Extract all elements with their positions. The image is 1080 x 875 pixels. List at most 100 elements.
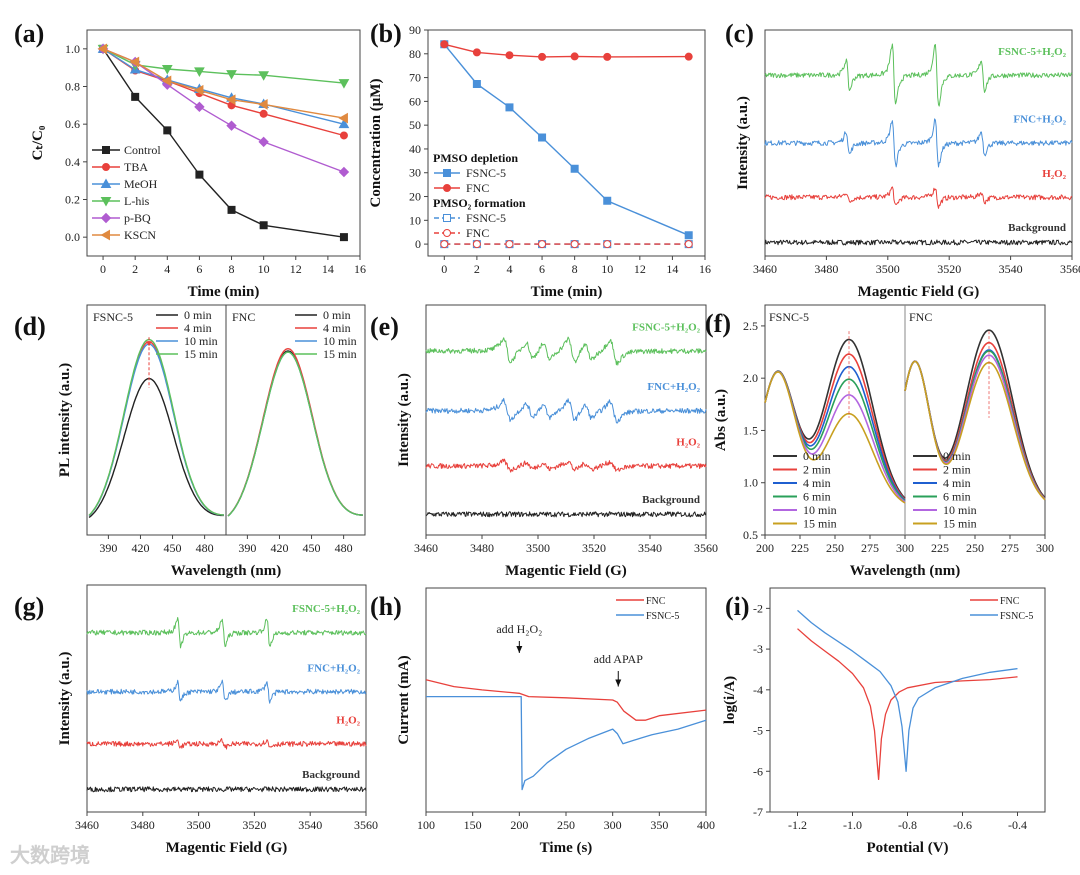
series-fnc-line xyxy=(797,628,1018,781)
series-fnc-formation-marker xyxy=(472,240,481,249)
x-axis-label: Wavelength (nm) xyxy=(850,563,960,579)
y-tick-label: -6 xyxy=(753,764,763,778)
legend-text: 10 min xyxy=(803,503,837,517)
series-kscn-marker xyxy=(258,99,268,110)
epr-trace-fnc-h-o xyxy=(86,679,367,704)
x-axis-label: Time (s) xyxy=(540,840,593,856)
panel-label: (c) xyxy=(725,19,754,48)
legend-tba-marker xyxy=(102,163,110,171)
x-tick-label: 8 xyxy=(572,262,578,276)
x-tick-label: 3520 xyxy=(937,262,961,276)
legend-fnc-text: FNC xyxy=(466,181,489,195)
legend-text: 10 min xyxy=(184,334,218,348)
x-tick-label: 14 xyxy=(322,262,334,276)
y-tick-label: 0 xyxy=(415,237,421,251)
y-axis-label: Abs (a.u.) xyxy=(713,389,729,451)
legend-text: 4 min xyxy=(323,321,351,335)
legend-kscn-marker xyxy=(100,229,110,241)
series-l-his-marker xyxy=(161,64,173,75)
legend-text: 6 min xyxy=(803,490,831,504)
panel-e xyxy=(425,304,707,539)
panel-label: (g) xyxy=(14,592,44,621)
x-tick-label: 8 xyxy=(229,262,235,276)
series-fsnc-5-marker xyxy=(538,133,547,142)
x-tick-label: 3460 xyxy=(753,262,777,276)
y-axis-label: Intensity (a.u.) xyxy=(735,96,751,190)
series-p-bq-marker xyxy=(226,120,237,131)
epr-trace-background xyxy=(764,239,1073,246)
x-tick-label: 3560 xyxy=(1060,262,1080,276)
epr-trace-h-o xyxy=(764,186,1073,209)
annotation-text: add H₂O₂ xyxy=(496,622,542,636)
x-tick-label: 3480 xyxy=(131,818,155,832)
x-axis-label: Wavelength (nm) xyxy=(171,563,281,579)
x-tick-label: 300 xyxy=(896,541,914,555)
y-tick-label: 1.5 xyxy=(743,423,758,437)
legend-text: FNC xyxy=(1000,596,1020,607)
y-axis-label: log(i/A) xyxy=(722,676,738,724)
legend-group-title: PMSO depletion xyxy=(433,151,518,165)
panel-label: (a) xyxy=(14,19,44,48)
x-axis-label: Magentic Field (G) xyxy=(858,284,980,300)
trace-label-background: Background xyxy=(642,494,700,506)
legend-p-bq-marker xyxy=(100,212,112,224)
trace-label-fnc-h-o: FNC+H₂O₂ xyxy=(1013,114,1066,126)
x-tick-label: 275 xyxy=(1001,541,1019,555)
y-tick-label: 10 xyxy=(409,213,421,227)
series-kscn-marker xyxy=(129,56,140,68)
panel-d xyxy=(86,304,366,539)
x-tick-label: 3540 xyxy=(999,262,1023,276)
legend-fsnc-5-text: FSNC-5 xyxy=(466,211,506,225)
legend-fsnc-5-marker xyxy=(443,214,451,222)
x-tick-label: 275 xyxy=(861,541,879,555)
series-fnc-formation-marker xyxy=(505,240,514,249)
series-p-bq-marker xyxy=(194,101,205,113)
legend-text: 6 min xyxy=(943,490,971,504)
legend-text: 15 min xyxy=(323,347,357,361)
panel-label: (e) xyxy=(370,312,399,341)
legend-l-his-marker xyxy=(100,197,112,207)
series-kscn-marker xyxy=(161,75,172,87)
x-tick-label: 16 xyxy=(354,262,366,276)
panel-b xyxy=(424,29,706,260)
x-tick-label: 6 xyxy=(196,262,202,276)
x-tick-label: 3460 xyxy=(414,541,438,555)
x-tick-label: 3480 xyxy=(470,541,494,555)
series-fnc-marker xyxy=(684,52,693,61)
x-axis-label: Time (min) xyxy=(188,284,260,300)
epr-trace-h-o xyxy=(425,458,707,473)
legend-text: 2 min xyxy=(943,463,971,477)
legend-text: 15 min xyxy=(943,517,977,531)
series-control-marker xyxy=(339,233,348,242)
x-tick-label: 3560 xyxy=(354,818,378,832)
epr-trace-h-o xyxy=(86,738,367,750)
y-tick-label: 0.0 xyxy=(65,230,80,244)
series-control-marker xyxy=(227,205,236,214)
pl-curve-fsnc-5-4-min xyxy=(88,341,224,516)
series-fsnc-5-line xyxy=(797,609,1018,772)
abs-curve-fnc-15-min xyxy=(904,360,1046,501)
y-tick-label: -3 xyxy=(753,642,763,656)
x-tick-label: 0 xyxy=(441,262,447,276)
x-tick-label: 3520 xyxy=(582,541,606,555)
x-tick-label: 390 xyxy=(238,541,256,555)
panel-g xyxy=(86,584,367,816)
series-fsnc-5-line xyxy=(426,695,707,791)
series-fsnc-5-marker xyxy=(603,196,612,205)
panel-c xyxy=(764,29,1073,260)
x-tick-label: 225 xyxy=(791,541,809,555)
abs-curve-fsnc-5-15-min xyxy=(764,371,906,504)
series-fnc-marker xyxy=(603,52,612,61)
x-tick-label: 390 xyxy=(99,541,117,555)
series-kscn-marker xyxy=(97,43,108,55)
series-l-his-marker xyxy=(226,70,237,80)
x-tick-label: 14 xyxy=(666,262,678,276)
series-fnc-formation-marker xyxy=(570,240,579,249)
trace-label-h-o: H₂O₂ xyxy=(676,436,700,448)
y-tick-label: 70 xyxy=(409,71,421,85)
panel-h xyxy=(425,587,707,816)
series-p-bq-marker xyxy=(338,166,350,178)
series-fsnc-5-marker xyxy=(570,164,579,173)
x-tick-label: 400 xyxy=(697,818,715,832)
epr-trace-fsnc-5-h-o xyxy=(86,617,367,649)
